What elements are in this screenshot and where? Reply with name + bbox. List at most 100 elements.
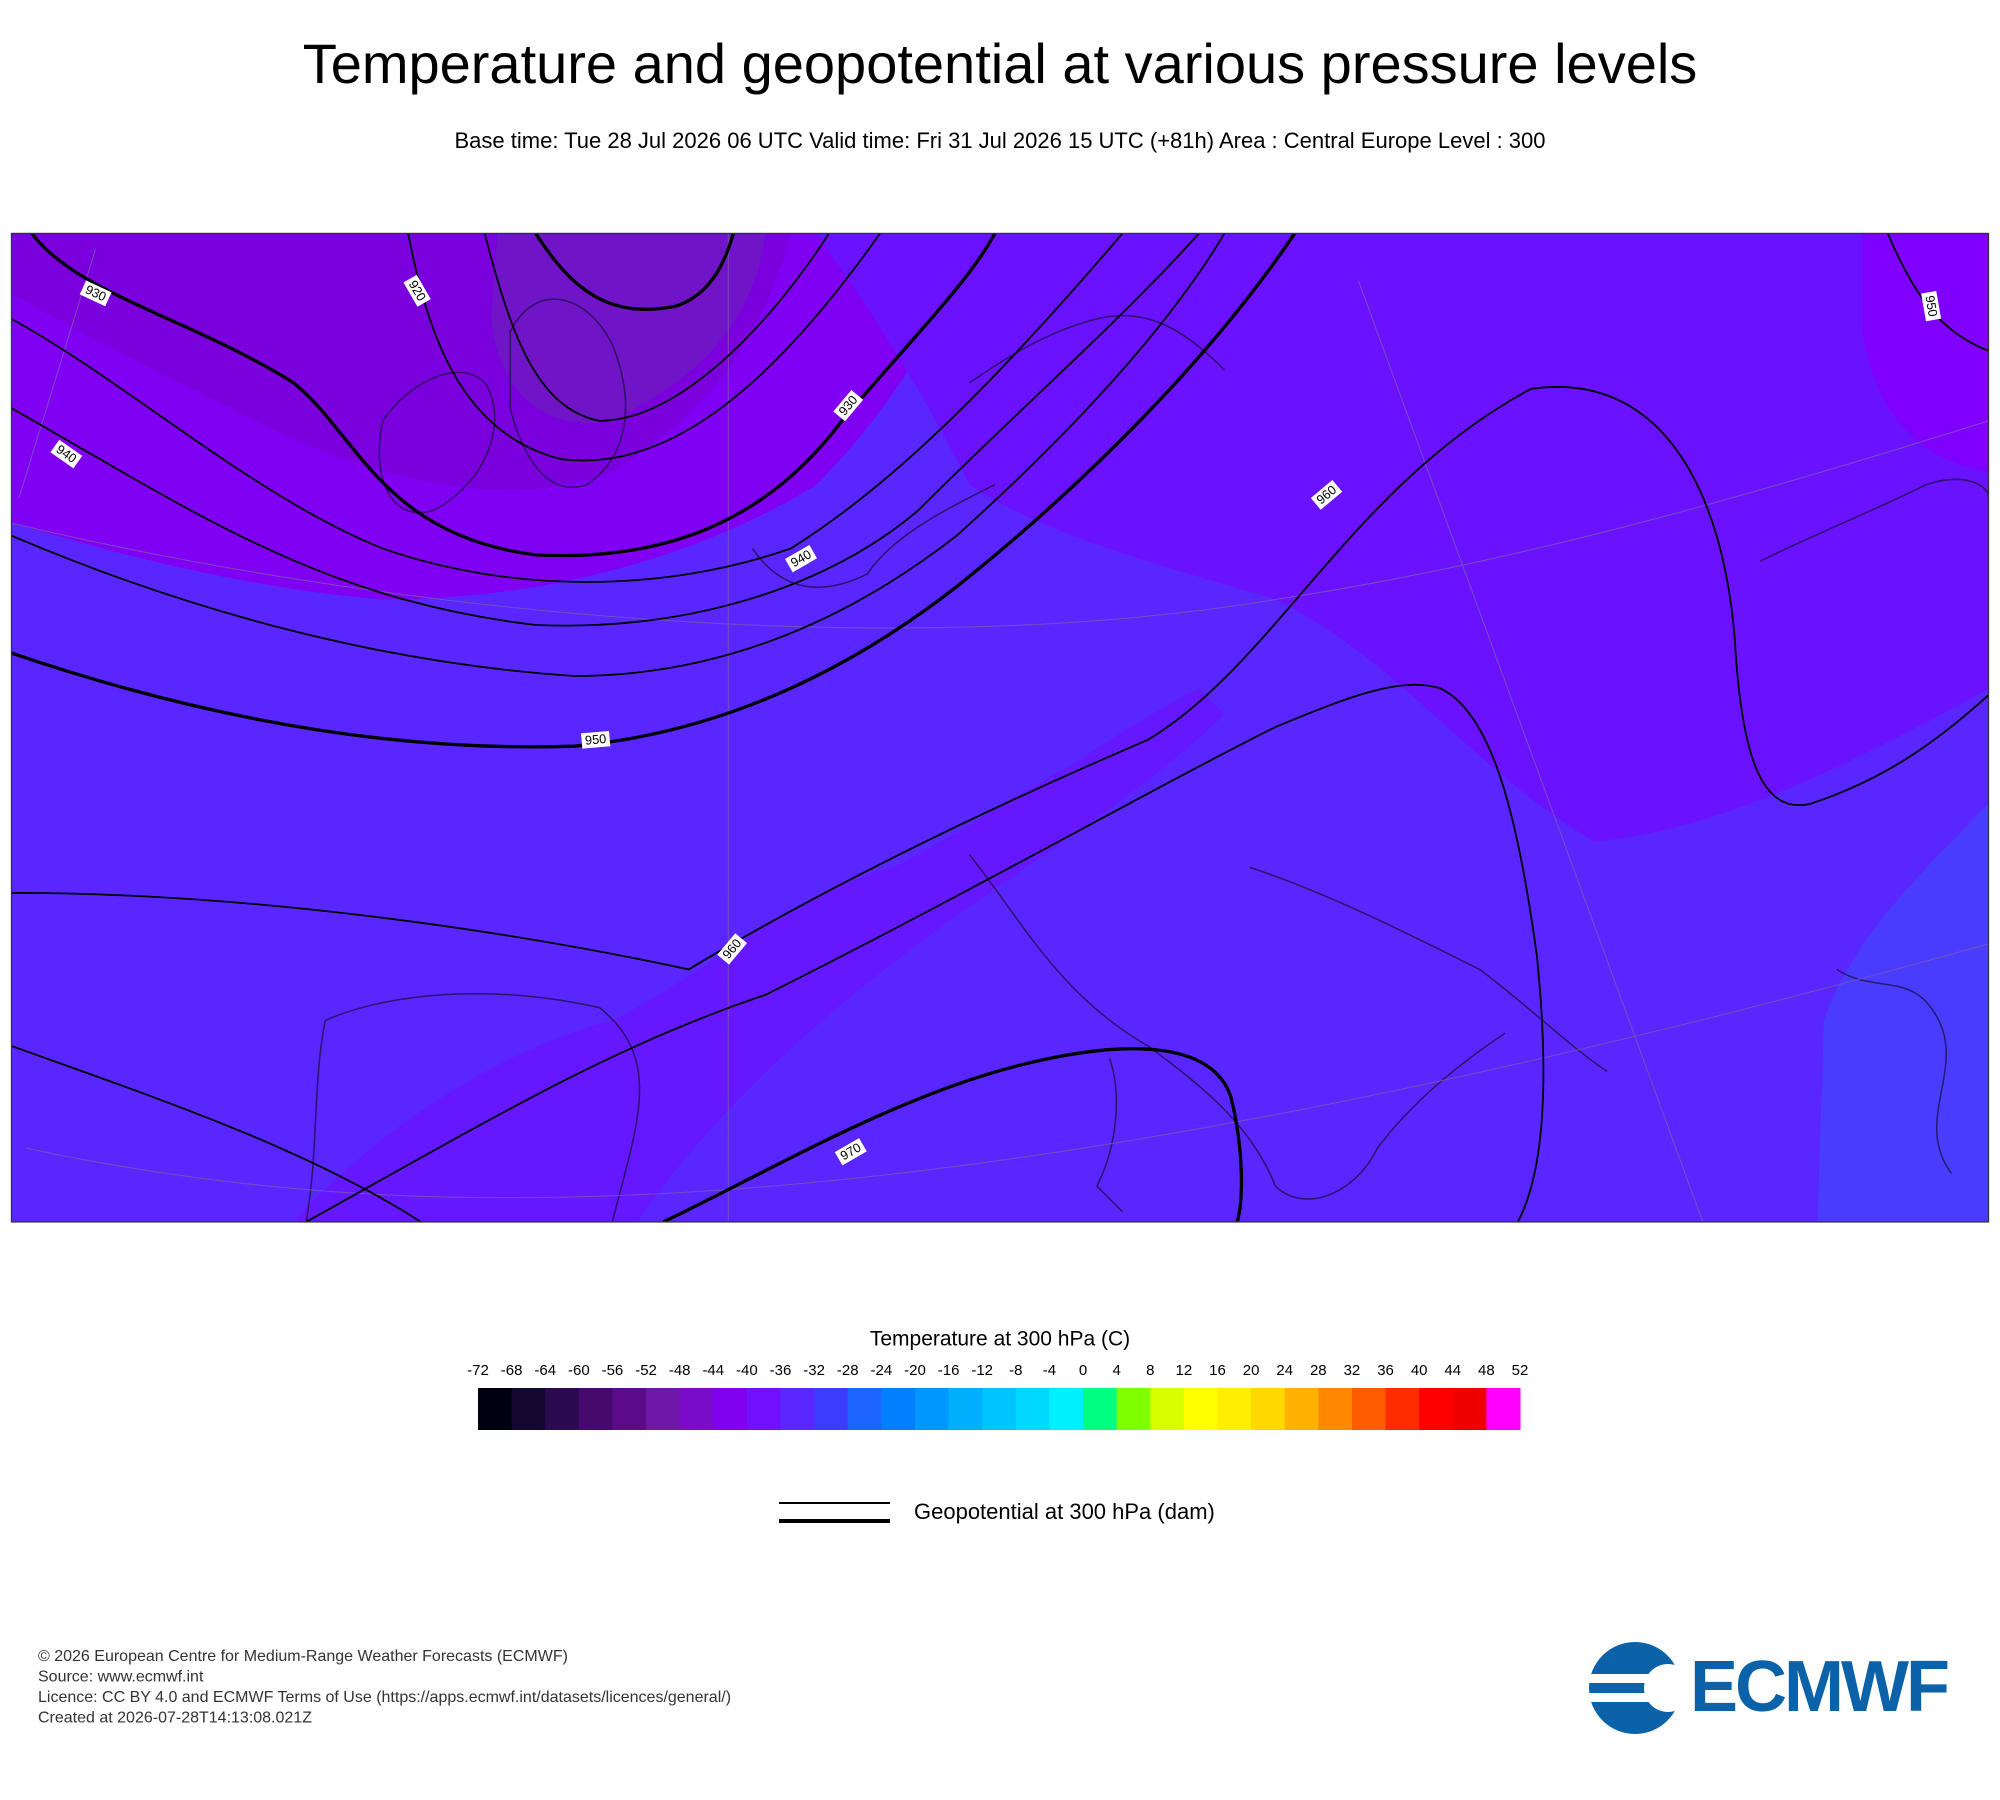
contour-label: 930	[79, 280, 112, 307]
color-swatch	[1150, 1388, 1185, 1430]
contour-label-box	[833, 389, 864, 422]
colorbar-tick-label: -48	[669, 1362, 691, 1379]
contour-label-box	[834, 1138, 867, 1166]
cold-region	[1862, 233, 1989, 472]
subtitle: Base time: Tue 28 Jul 2026 06 UTC Valid …	[455, 128, 1546, 153]
colorbar-tick-label: -44	[702, 1362, 724, 1379]
color-swatch	[881, 1388, 916, 1430]
contour-label-box	[581, 730, 611, 749]
logo-text: ECMWF	[1690, 1647, 1948, 1727]
map-frame	[10, 232, 1990, 1223]
colorbar-tick-label: 16	[1209, 1362, 1226, 1379]
contour-label-box	[1921, 290, 1942, 322]
color-swatch	[545, 1388, 580, 1430]
footer-line: © 2026 European Centre for Medium-Range …	[38, 1648, 568, 1665]
colorbar-tick-label: 36	[1377, 1362, 1394, 1379]
warm-region	[1817, 803, 1989, 1222]
colorbar-tick-label: -40	[736, 1362, 758, 1379]
colorbar-tick-label: 24	[1276, 1362, 1293, 1379]
color-swatch	[679, 1388, 714, 1430]
cold-core	[491, 233, 766, 423]
contour-label: 950	[1921, 290, 1942, 322]
color-swatch	[478, 1388, 513, 1430]
contour-label-box	[50, 439, 83, 469]
color-swatch	[914, 1388, 950, 1430]
colorbar-tick-label: -56	[602, 1362, 624, 1379]
color-swatch	[982, 1388, 1017, 1430]
colorbar-tick-label: -72	[467, 1362, 489, 1379]
color-swatch	[780, 1388, 815, 1430]
contour-label-box	[79, 280, 112, 307]
colorbar-tick-label: -8	[1009, 1362, 1022, 1379]
colorbar-tick-label: 44	[1444, 1362, 1461, 1379]
color-swatch	[1284, 1388, 1319, 1430]
color-swatch	[1217, 1388, 1252, 1430]
colorbar-tick-label: 8	[1146, 1362, 1154, 1379]
legend-label: Geopotential at 300 hPa (dam)	[914, 1499, 1215, 1524]
color-swatch	[948, 1388, 983, 1430]
contour-label-text: 950	[1922, 294, 1940, 318]
colorbar-tick-label: 4	[1112, 1362, 1120, 1379]
color-swatch	[511, 1388, 546, 1430]
colorbar-tick-label: -68	[501, 1362, 523, 1379]
colorbar-tick-label: -28	[837, 1362, 859, 1379]
contour-label: 940	[50, 439, 83, 469]
colorbar-tick-label: -32	[803, 1362, 825, 1379]
colorbar: -72 -68 -64 -60 -56 -52 -48 -44 -40 -36 -32 -28 -24-…	[467, 1362, 1528, 1430]
colorbar-tick-label: 32	[1344, 1362, 1361, 1379]
color-swatch	[1116, 1388, 1151, 1430]
color-swatch	[1452, 1388, 1487, 1430]
colorbar-tick-label: -20	[904, 1362, 926, 1379]
colorbar-tick-label: -24	[871, 1362, 893, 1379]
colorbar-tick-label: 20	[1243, 1362, 1260, 1379]
colorbar-tick-label: 12	[1176, 1362, 1193, 1379]
color-swatch	[1486, 1388, 1521, 1430]
coastlines	[305, 298, 1989, 1222]
color-swatch	[1251, 1388, 1286, 1430]
colorbar-tick-label: 28	[1310, 1362, 1327, 1379]
color-swatch	[713, 1388, 748, 1430]
colorbar-tick-label: 40	[1411, 1362, 1428, 1379]
contour-label-box	[717, 933, 748, 965]
color-swatch	[578, 1388, 613, 1430]
color-swatch	[746, 1388, 782, 1430]
contour-label-text: 950	[584, 731, 607, 748]
logo: ECMWF	[1585, 1642, 1951, 1734]
colorbar-title: Temperature at 300 hPa (C)	[870, 1328, 1130, 1351]
color-swatch	[1419, 1388, 1454, 1430]
colorbar-tick-label: -4	[1043, 1362, 1056, 1379]
colorbar-tick-label: -36	[770, 1362, 792, 1379]
color-swatch	[1183, 1388, 1218, 1430]
warm-region	[293, 688, 1225, 1222]
colorbar-tick-label: -60	[568, 1362, 590, 1379]
footer-line: Licence: CC BY 4.0 and ECMWF Terms of Us…	[38, 1689, 731, 1706]
colorbar-tick-label: -52	[635, 1362, 657, 1379]
colorbar-tick-label: -64	[534, 1362, 556, 1379]
color-swatch	[1318, 1388, 1353, 1430]
footer-line: Source: www.ecmwf.int	[38, 1669, 204, 1686]
title: Temperature and geopotential at various …	[303, 32, 1698, 95]
color-swatch	[1083, 1388, 1118, 1430]
color-swatch	[847, 1388, 882, 1430]
contour-label-box	[1310, 480, 1343, 510]
logo-icon-stripe	[1585, 1674, 1655, 1683]
logo-icon	[1589, 1642, 1681, 1734]
colorbar-tick-label: -16	[938, 1362, 960, 1379]
logo-icon-stripe	[1585, 1693, 1655, 1702]
colorbar-tick-label: 48	[1478, 1362, 1495, 1379]
contour-label-box	[785, 545, 817, 573]
contour-label-box	[403, 274, 431, 307]
color-swatch	[1385, 1388, 1420, 1430]
color-swatch	[1015, 1388, 1050, 1430]
colorbar-tick-label: -12	[971, 1362, 993, 1379]
color-swatch	[814, 1388, 849, 1430]
contour-label: 950	[581, 730, 611, 749]
colorbar-tick-label: 0	[1079, 1362, 1087, 1379]
logo-icon-cut	[1644, 1664, 1692, 1712]
color-swatch	[612, 1388, 647, 1430]
color-swatch	[1351, 1388, 1387, 1430]
